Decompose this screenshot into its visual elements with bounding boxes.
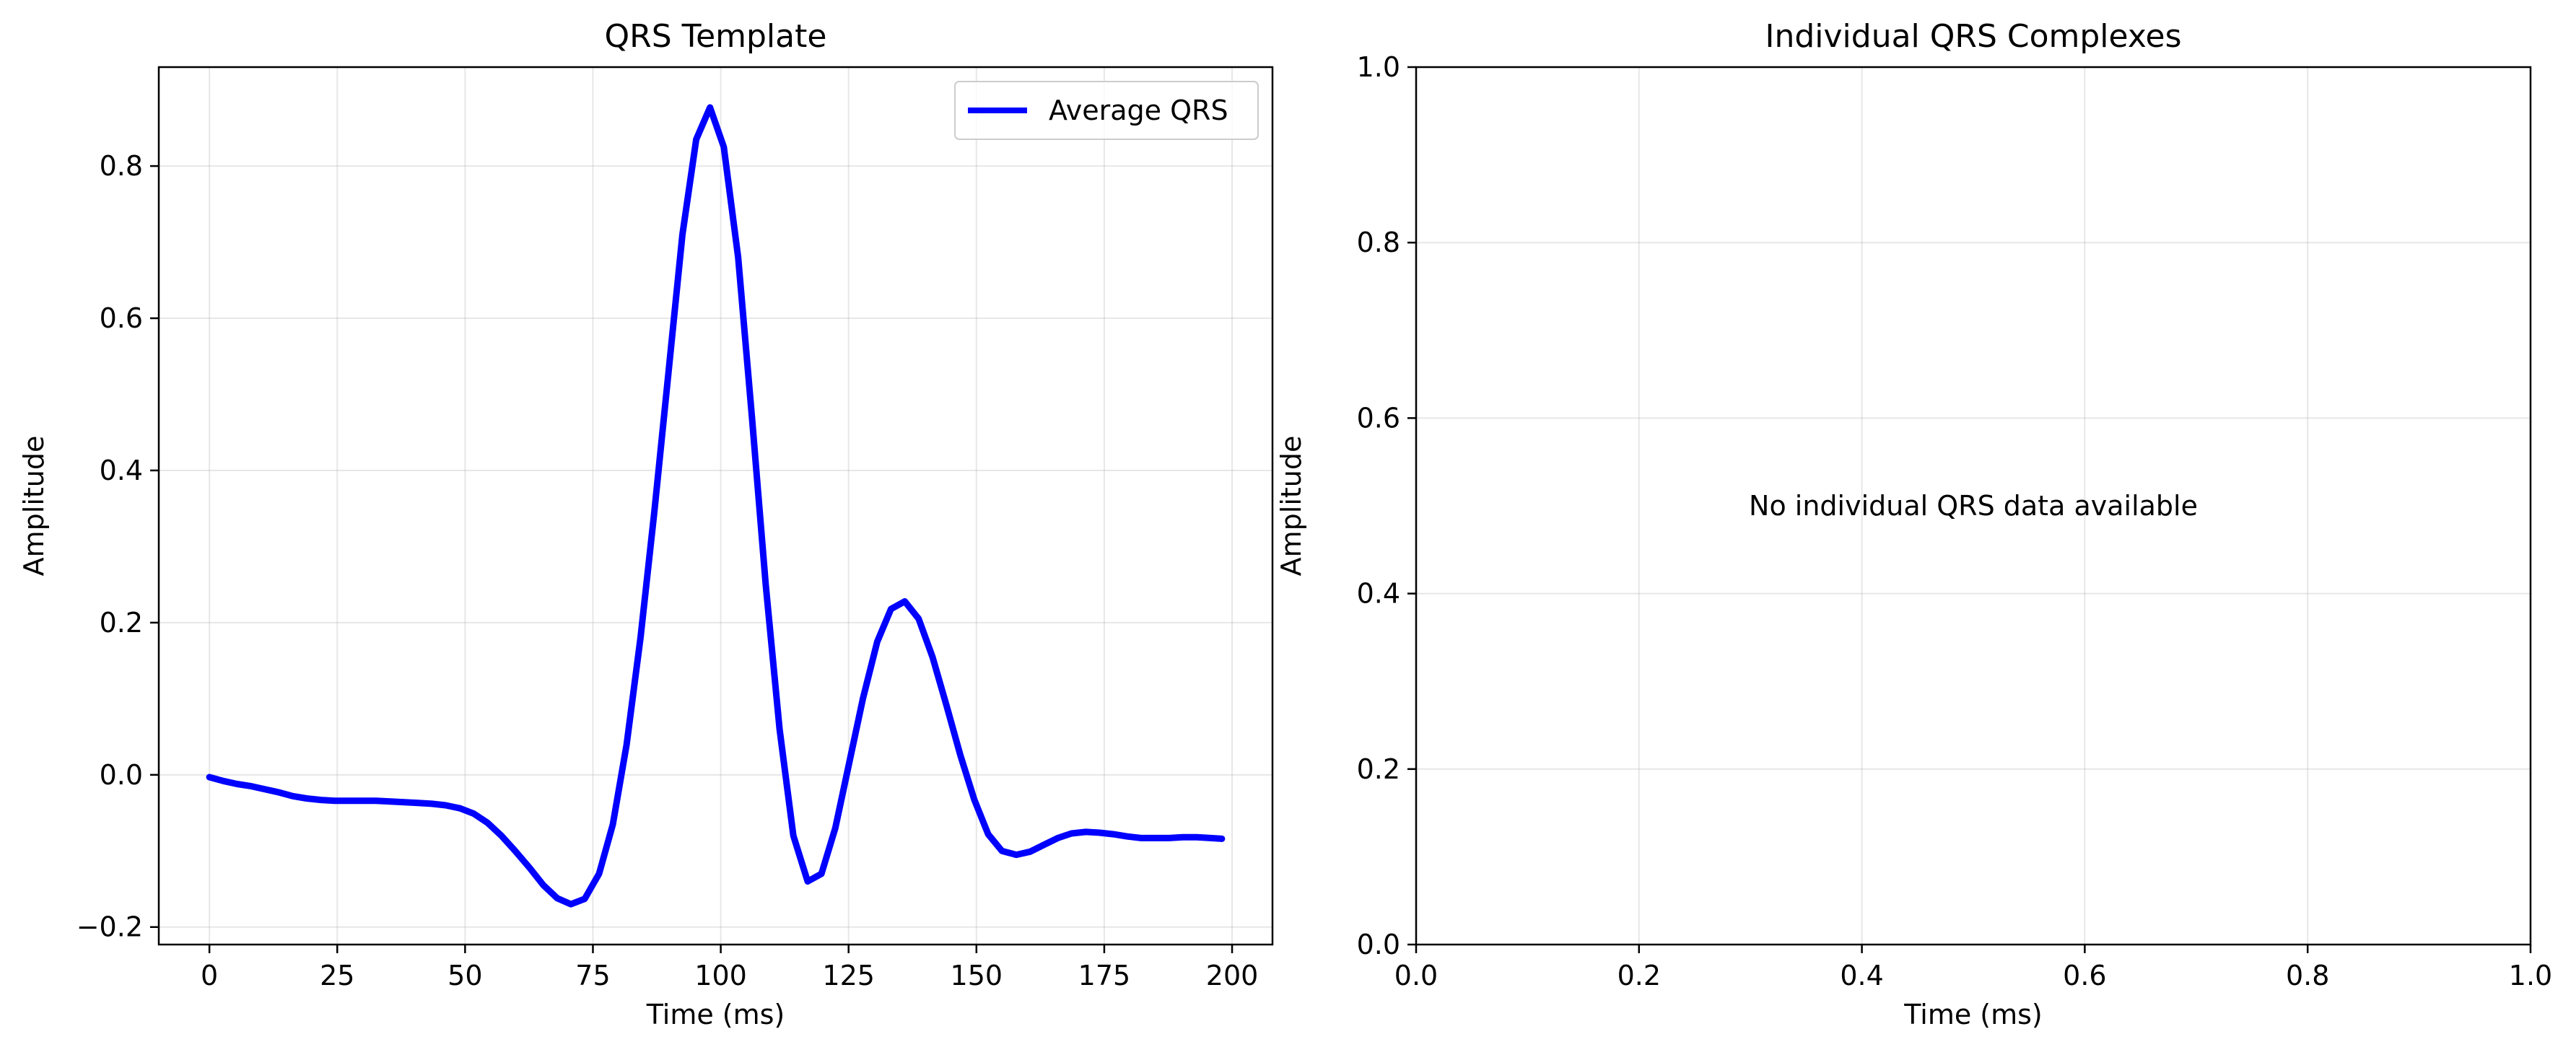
individual-qrs-plot-frame [1415, 66, 2532, 946]
x-tick-label: 1.0 [2509, 960, 2552, 991]
x-tick-label: 75 [575, 960, 610, 991]
x-tick-label: 25 [320, 960, 354, 991]
y-tick-label: 0.8 [100, 150, 143, 182]
qrs-template-grid [159, 67, 1272, 945]
legend-box [954, 81, 1259, 140]
x-tick-label: 0.8 [2286, 960, 2329, 991]
qrs-template-title: QRS Template [605, 18, 827, 55]
x-tick-label: 0.0 [1394, 960, 1438, 991]
x-tick-label: 50 [447, 960, 482, 991]
individual-qrs-x-axis-label: Time (ms) [1903, 999, 2043, 1030]
y-tick-label: 0.8 [1357, 227, 1400, 258]
y-tick-label: 0.4 [100, 455, 143, 486]
x-tick-label: 0.6 [2063, 960, 2106, 991]
legend-label-average-qrs: Average QRS [1049, 95, 1228, 126]
series-line-average-qrs [206, 104, 1226, 908]
qrs-template-plot-frame [157, 66, 1274, 946]
x-tick-label: 125 [822, 960, 875, 991]
x-tick-label: 100 [694, 960, 747, 991]
y-tick-label: 0.6 [1357, 402, 1400, 434]
y-tick-label: 0.2 [1357, 753, 1400, 785]
qrs-template-y-axis-label: Amplitude [18, 436, 50, 577]
individual-qrs-y-axis-label: Amplitude [1275, 436, 1307, 577]
x-tick-label: 0.4 [1840, 960, 1883, 991]
qrs-template-chart: 0 25 50 75 100 125 150 175 200 −0.2 0.0 0.2 0.4 0.6 0.… [18, 18, 1274, 1030]
x-tick-label: 175 [1078, 960, 1131, 991]
y-tick-label: 1.0 [1357, 51, 1400, 83]
qrs-template-legend: Average QRS [954, 81, 1259, 140]
x-tick-label: 0 [201, 960, 218, 991]
qrs-template-lines [206, 104, 1226, 908]
y-tick-label: 0.6 [100, 302, 143, 334]
x-tick-label: 150 [951, 960, 1003, 991]
x-tick-label: 0.2 [1617, 960, 1661, 991]
qrs-template-ticks: 0 25 50 75 100 125 150 175 200 −0.2 0.0 0.2 0.4 0.6 0.… [77, 150, 1259, 991]
qrs-template-x-axis-label: Time (ms) [646, 999, 785, 1030]
y-tick-label: −0.2 [77, 911, 143, 943]
y-tick-label: 0.4 [1357, 578, 1400, 610]
individual-qrs-ticks: 0.0 0.2 0.4 0.6 0.8 1.0 0.0 0.2 0.4 0.6 0.8 1.0 [1357, 51, 2553, 991]
no-data-annotation: No individual QRS data available [1749, 490, 2198, 522]
y-tick-label: 0.0 [100, 759, 143, 791]
individual-qrs-chart: 0.0 0.2 0.4 0.6 0.8 1.0 0.0 0.2 0.4 0.6 0.8 1.0 Ind… [1275, 18, 2552, 1030]
y-tick-label: 0.2 [100, 607, 143, 639]
y-tick-label: 0.0 [1357, 929, 1400, 960]
x-tick-label: 200 [1206, 960, 1259, 991]
individual-qrs-title: Individual QRS Complexes [1765, 18, 2181, 55]
